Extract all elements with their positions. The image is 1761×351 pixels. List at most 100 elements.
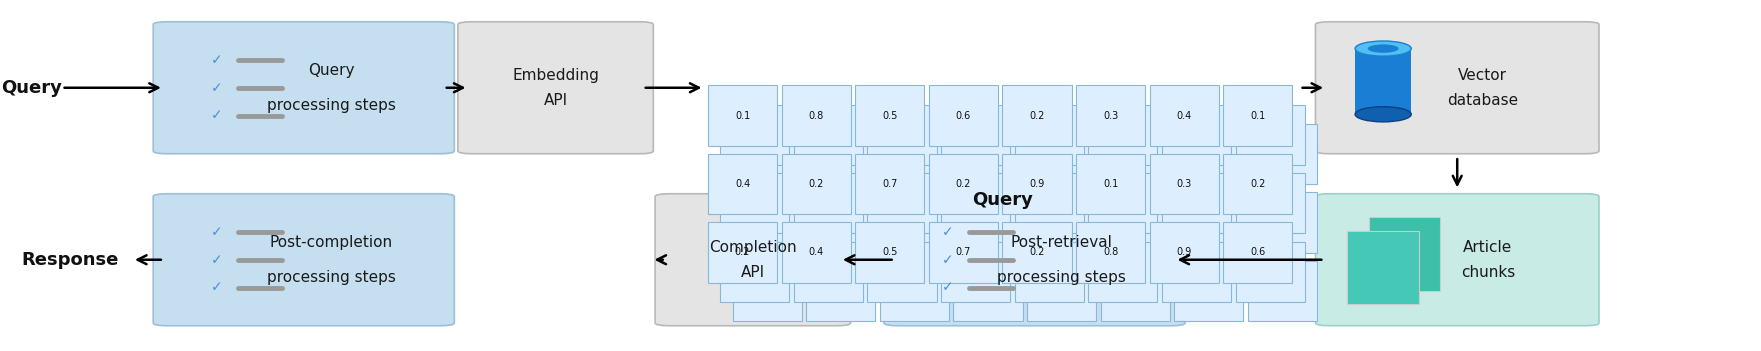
Bar <box>1224 154 1293 214</box>
Text: Completion: Completion <box>710 240 796 254</box>
Bar <box>1356 48 1411 114</box>
Bar <box>953 192 1023 253</box>
Bar <box>1076 85 1145 146</box>
Text: 0.9: 0.9 <box>1030 179 1044 189</box>
Bar <box>807 124 875 184</box>
Text: Query: Query <box>308 62 354 78</box>
Text: 0.4: 0.4 <box>734 179 750 189</box>
Bar <box>708 154 777 214</box>
Text: chunks: chunks <box>1460 265 1514 280</box>
Text: Vector: Vector <box>1458 68 1507 82</box>
Bar <box>953 124 1023 184</box>
Text: processing steps: processing steps <box>266 270 396 285</box>
Text: processing steps: processing steps <box>266 98 396 113</box>
Bar <box>782 85 851 146</box>
Bar <box>1002 222 1071 283</box>
Ellipse shape <box>1368 45 1398 53</box>
Text: 0.4: 0.4 <box>1176 111 1192 120</box>
Text: ✓: ✓ <box>211 225 222 239</box>
Bar <box>794 241 863 302</box>
Bar <box>880 261 949 321</box>
Text: ✓: ✓ <box>942 253 953 267</box>
Text: 0.7: 0.7 <box>956 247 970 257</box>
Bar <box>1088 105 1157 165</box>
FancyBboxPatch shape <box>1347 231 1419 304</box>
Bar <box>708 222 777 283</box>
FancyBboxPatch shape <box>458 22 653 154</box>
Text: Embedding: Embedding <box>512 68 599 82</box>
Bar <box>1150 222 1219 283</box>
Text: 0.2: 0.2 <box>956 179 970 189</box>
Text: 0.9: 0.9 <box>1176 247 1192 257</box>
Bar <box>733 124 801 184</box>
Bar <box>1101 192 1169 253</box>
Text: 0.2: 0.2 <box>734 247 750 257</box>
Bar <box>1150 154 1219 214</box>
Bar <box>794 105 863 165</box>
Text: ✓: ✓ <box>211 280 222 294</box>
Bar <box>868 105 937 165</box>
Bar <box>1249 192 1317 253</box>
Text: 0.1: 0.1 <box>1250 111 1266 120</box>
Text: 0.6: 0.6 <box>956 111 970 120</box>
Bar <box>807 192 875 253</box>
Text: processing steps: processing steps <box>997 270 1127 285</box>
Bar <box>1088 241 1157 302</box>
Bar <box>720 105 789 165</box>
Bar <box>868 173 937 233</box>
Bar <box>868 241 937 302</box>
Text: 0.1: 0.1 <box>1102 179 1118 189</box>
Text: 0.8: 0.8 <box>1102 247 1118 257</box>
Text: API: API <box>544 93 567 108</box>
Bar <box>1027 261 1095 321</box>
Ellipse shape <box>1354 41 1411 56</box>
Text: ✓: ✓ <box>942 225 953 239</box>
Bar <box>856 85 925 146</box>
Text: 0.2: 0.2 <box>1250 179 1266 189</box>
Bar <box>940 173 1011 233</box>
Bar <box>1249 261 1317 321</box>
Text: 0.2: 0.2 <box>808 179 824 189</box>
FancyBboxPatch shape <box>1368 218 1440 291</box>
FancyBboxPatch shape <box>655 194 851 326</box>
FancyBboxPatch shape <box>1315 22 1599 154</box>
FancyBboxPatch shape <box>884 194 1185 326</box>
Text: 0.1: 0.1 <box>734 111 750 120</box>
Text: 0.2: 0.2 <box>1028 247 1044 257</box>
Text: ✓: ✓ <box>211 81 222 95</box>
Bar <box>1162 173 1231 233</box>
Bar <box>1162 241 1231 302</box>
Text: Post-completion: Post-completion <box>269 234 393 250</box>
Bar <box>1224 85 1293 146</box>
Bar <box>928 85 998 146</box>
Text: Query: Query <box>972 191 1032 209</box>
Bar <box>1236 173 1305 233</box>
Text: API: API <box>741 265 764 280</box>
Bar <box>856 222 925 283</box>
Text: database: database <box>1448 93 1518 108</box>
Bar <box>1175 261 1243 321</box>
Bar <box>1076 154 1145 214</box>
Text: Response: Response <box>21 251 120 269</box>
Bar <box>1014 241 1083 302</box>
Text: ✓: ✓ <box>211 53 222 67</box>
Bar <box>1088 173 1157 233</box>
Bar <box>880 124 949 184</box>
FancyBboxPatch shape <box>153 194 454 326</box>
Bar <box>807 261 875 321</box>
Bar <box>708 85 777 146</box>
Text: 0.5: 0.5 <box>882 111 898 120</box>
Text: Article: Article <box>1463 240 1513 254</box>
Bar <box>1236 105 1305 165</box>
Bar <box>1027 124 1095 184</box>
Bar <box>733 192 801 253</box>
Bar <box>1224 222 1293 283</box>
Bar <box>1236 241 1305 302</box>
Bar <box>1014 105 1083 165</box>
Bar <box>928 222 998 283</box>
Text: Query: Query <box>2 79 62 97</box>
Ellipse shape <box>1354 107 1411 122</box>
Bar <box>1175 124 1243 184</box>
Text: 0.2: 0.2 <box>1028 111 1044 120</box>
Bar <box>1101 124 1169 184</box>
